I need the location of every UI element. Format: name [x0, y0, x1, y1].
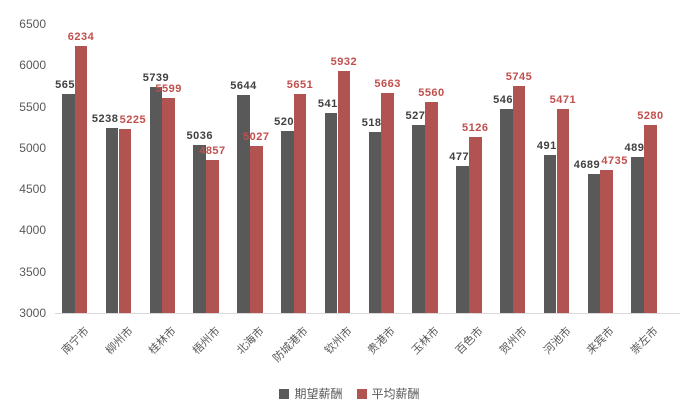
legend-swatch-average-icon [356, 388, 367, 399]
x-tick-label: 北海市 [234, 325, 267, 357]
bar-average [162, 98, 175, 313]
y-tick-label: 3000 [19, 306, 46, 320]
bar-average [74, 45, 88, 313]
legend: 期望薪酬 平均薪酬 [0, 385, 699, 402]
bar-value-label: 5275 [405, 110, 432, 123]
bar-average [425, 101, 438, 313]
bar-expected [412, 125, 426, 313]
bar-average [206, 159, 219, 313]
legend-item-average: 平均薪酬 [356, 385, 420, 402]
bar-value-label: 5036 [186, 129, 213, 142]
bar-expected [631, 156, 645, 313]
bar-value-label: 4689 [573, 158, 601, 171]
bar-value-label: 5739 [142, 71, 170, 84]
bar-expected [149, 86, 163, 313]
x-tick-label: 柳州市 [103, 325, 136, 357]
x-tick-label: 河池市 [541, 325, 574, 357]
x-tick-label: 防城港市 [270, 325, 311, 365]
bar-expected [62, 93, 75, 313]
bar-value-label: 5644 [230, 79, 257, 92]
legend-label-expected: 期望薪酬 [294, 387, 343, 401]
bar-average [600, 169, 613, 313]
legend-swatch-expected-icon [279, 388, 290, 399]
x-axis-baseline [55, 313, 680, 314]
bar-expected [500, 109, 513, 313]
bar-value-label: 5599 [155, 83, 182, 96]
x-tick-label: 玉林市 [409, 325, 442, 357]
x-tick-label: 南宁市 [59, 325, 92, 357]
bar-value-label: 5027 [243, 130, 270, 143]
bar-average [249, 145, 263, 313]
bar-expected [324, 113, 338, 313]
bar-value-label: 5560 [418, 86, 445, 99]
bar-value-label: 4894 [624, 141, 651, 154]
bar-value-label: 5202 [274, 116, 301, 129]
bar-value-label: 4735 [601, 154, 628, 167]
x-tick-label: 贺州市 [497, 325, 530, 357]
bar-average [293, 94, 307, 313]
bar-value-label: 5745 [505, 71, 533, 84]
x-tick-label: 崇左市 [628, 325, 661, 357]
bar-value-label: 5471 [549, 93, 577, 106]
bar-value-label: 4918 [536, 139, 564, 152]
x-tick-label: 梧州市 [190, 325, 223, 357]
bar-value-label: 5467 [493, 94, 520, 107]
bar-value-label: 5238 [91, 113, 119, 126]
y-tick-label: 4000 [19, 223, 46, 238]
bar-expected [543, 154, 557, 313]
bar-value-label: 5280 [637, 109, 664, 122]
x-tick-label: 钦州市 [322, 325, 355, 357]
bar-average [118, 129, 132, 313]
bar-value-label: 5225 [119, 114, 147, 127]
bar-value-label: 5663 [374, 78, 401, 91]
bar-value-label: 4857 [199, 144, 226, 157]
y-tick-label: 5500 [19, 99, 46, 114]
bar-average [512, 86, 526, 313]
y-tick-label: 3500 [19, 264, 46, 279]
y-tick-label: 4500 [19, 182, 46, 197]
bar-expected [193, 144, 207, 313]
bar-value-label: 5655 [55, 78, 82, 91]
bar-expected [368, 132, 382, 313]
y-tick-label: 6000 [19, 58, 46, 73]
x-tick-label: 百色市 [453, 325, 486, 357]
bar-expected [281, 131, 294, 313]
legend-label-average: 平均薪酬 [371, 387, 420, 401]
bar-expected [105, 128, 119, 313]
bar-average [644, 124, 657, 313]
bar-expected [237, 94, 250, 313]
bar-value-label: 5932 [330, 55, 358, 68]
bar-average [381, 93, 394, 313]
bar-average [337, 70, 351, 313]
bar-value-label: 5126 [462, 122, 489, 135]
bar-average [556, 108, 570, 313]
bar-value-label: 5186 [361, 117, 389, 130]
bar-average [468, 137, 482, 313]
bar-expected [456, 166, 469, 313]
y-tick-label: 5000 [19, 140, 46, 155]
bar-value-label: 5651 [286, 79, 314, 92]
bar-value-label: 5418 [317, 98, 345, 111]
bar-value-label: 6234 [67, 30, 95, 43]
bar-expected [587, 173, 601, 313]
y-tick-label: 6500 [19, 17, 46, 31]
bar-value-label: 4778 [449, 151, 476, 164]
legend-item-expected: 期望薪酬 [279, 385, 343, 402]
